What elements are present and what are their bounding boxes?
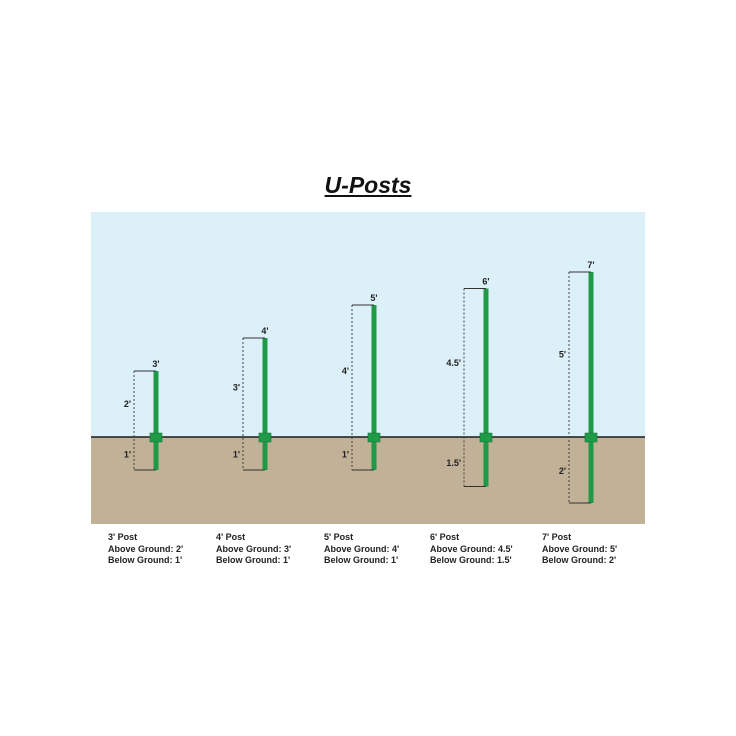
sky-area [91,212,645,437]
post-anchor-plate [149,432,163,443]
caption-above: Above Ground: 3' [216,543,292,554]
caption-above: Above Ground: 2' [108,543,184,554]
post [588,272,594,503]
caption-below: Below Ground: 1' [324,555,399,565]
below-ground-label: 1' [124,450,131,460]
post-anchor-plate [584,432,598,443]
caption-name: 6' Post [430,532,460,542]
caption-below: Below Ground: 1.5' [430,555,512,565]
above-ground-label: 4' [342,366,349,376]
below-ground-label: 1' [342,450,349,460]
post-anchor-plate [367,432,381,443]
post-caption: 6' Post Above Ground: 4.5' Below Ground: 1… [430,532,513,567]
caption-below: Below Ground: 1' [108,555,183,565]
post-caption: 4' Post Above Ground: 3' Below Ground: 1' [216,532,291,567]
caption-name: 5' Post [324,532,354,542]
caption-name: 3' Post [108,532,138,542]
caption-above: Above Ground: 5' [542,543,618,554]
post-length-label: 7' [587,260,594,270]
caption-name: 4' Post [216,532,246,542]
post [371,305,377,470]
above-ground-label: 4.5' [446,358,461,368]
post-anchor-plate [258,432,272,443]
above-ground-label: 5' [559,350,566,360]
post-length-label: 5' [370,293,377,303]
below-ground-label: 1.5' [446,458,461,468]
caption-below: Below Ground: 2' [542,555,617,565]
below-ground-label: 2' [559,466,566,476]
below-ground-label: 1' [233,450,240,460]
post-caption: 3' Post Above Ground: 2' Below Ground: 1' [108,532,183,567]
post-anchor-plate [479,432,493,443]
post-length-label: 6' [482,277,489,287]
caption-above: Above Ground: 4' [324,543,400,554]
caption-above: Above Ground: 4.5' [430,543,513,554]
post [262,338,268,470]
posts-group: 3' 2' 1' 4' 3' 1' 5' 4' 1' 6' 4.5' 1.5' 7' 5' 2' [124,260,598,504]
caption-name: 7' Post [542,532,572,542]
post-caption: 7' Post Above Ground: 5' Below Ground: 2' [542,532,617,567]
post [153,371,159,470]
above-ground-label: 3' [233,383,240,393]
ground-area [91,437,645,524]
above-ground-label: 2' [124,399,131,409]
post [483,288,489,487]
post-caption: 5' Post Above Ground: 4' Below Ground: 1' [324,532,399,567]
post-length-label: 4' [261,326,268,336]
diagram-title: U-Posts [324,172,412,198]
post-length-label: 3' [152,359,159,369]
caption-below: Below Ground: 1' [216,555,291,565]
